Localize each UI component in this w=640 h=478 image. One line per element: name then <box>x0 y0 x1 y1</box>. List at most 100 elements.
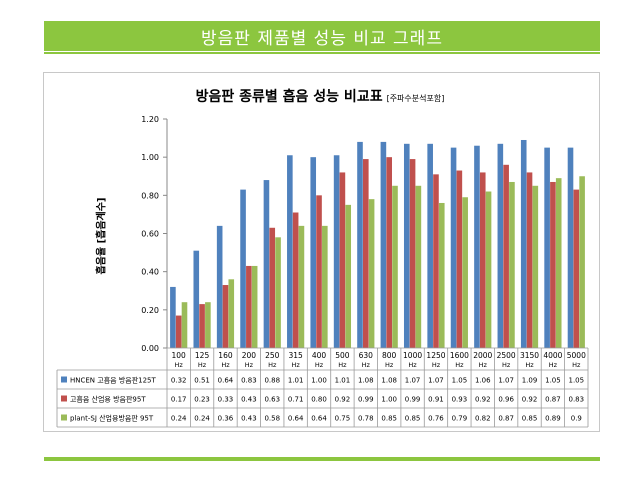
data-label: 0.43 <box>241 415 257 423</box>
legend-swatch-2 <box>61 395 67 402</box>
data-label: 0.79 <box>452 415 468 423</box>
x-tick-label: 1600 <box>450 351 469 360</box>
bar-3 <box>345 204 352 348</box>
data-label: 1.06 <box>475 377 491 385</box>
bar-1 <box>403 143 410 348</box>
data-label: 0.82 <box>475 415 491 423</box>
legend-entry-2: 고흡음 산업용 방음판95T <box>70 395 146 404</box>
data-label: 0.32 <box>171 377 187 385</box>
bar-3 <box>251 265 258 348</box>
bar-1 <box>193 250 200 348</box>
y-tick-label: 1.00 <box>141 153 159 162</box>
bar-2 <box>316 195 322 348</box>
data-label: 1.07 <box>498 377 514 385</box>
bar-1 <box>450 147 457 348</box>
data-label: 0.88 <box>264 377 280 385</box>
legend-swatch-3 <box>61 414 67 421</box>
x-tick-label: 3150 <box>520 351 539 360</box>
bar-3 <box>368 199 375 348</box>
data-label: 0.33 <box>218 396 234 404</box>
bar-3 <box>228 279 235 348</box>
data-label: 0.85 <box>405 415 421 423</box>
bar-2 <box>550 181 556 348</box>
bar-3 <box>275 237 281 348</box>
bar-3 <box>462 197 468 348</box>
bar-2 <box>363 159 369 348</box>
data-label: 0.9 <box>571 415 582 423</box>
bar-3 <box>485 191 492 348</box>
x-tick-label: 250 <box>265 351 280 360</box>
bar-2 <box>386 157 392 348</box>
legend-swatch-1 <box>61 376 67 383</box>
y-tick-label: 0.60 <box>141 230 159 239</box>
x-tick-unit: Hz <box>432 361 441 369</box>
bar-1 <box>497 143 504 348</box>
data-label: 0.80 <box>311 396 327 404</box>
x-tick-label: 800 <box>382 351 397 360</box>
data-label: 0.92 <box>522 396 538 404</box>
x-tick-unit: Hz <box>502 361 511 369</box>
x-tick-label: 400 <box>312 351 327 360</box>
x-tick-label: 2000 <box>473 351 492 360</box>
data-label: 1.08 <box>381 377 397 385</box>
x-tick-unit: Hz <box>525 361 534 369</box>
data-label: 1.07 <box>405 377 421 385</box>
bar-3 <box>415 185 422 348</box>
x-tick-label: 100 <box>172 351 187 360</box>
data-label: 0.75 <box>335 415 351 423</box>
bar-2 <box>409 159 416 348</box>
data-label: 0.91 <box>428 396 444 404</box>
x-tick-label: 2500 <box>497 351 516 360</box>
bar-1 <box>310 157 317 348</box>
x-tick-label: 1000 <box>403 351 422 360</box>
data-label: 1.08 <box>358 377 374 385</box>
data-label: 0.83 <box>569 396 585 404</box>
y-tick-label: 0.00 <box>141 344 159 353</box>
x-tick-unit: Hz <box>245 361 254 369</box>
bar-1 <box>567 147 574 348</box>
data-label: 0.51 <box>194 377 210 385</box>
y-tick-label: 0.80 <box>141 191 159 200</box>
x-tick-unit: Hz <box>455 361 464 369</box>
data-label: 0.87 <box>498 415 514 423</box>
bar-3 <box>392 185 398 348</box>
bar-1 <box>170 286 176 348</box>
bar-2 <box>246 265 252 348</box>
heading-divider <box>44 52 600 54</box>
bar-2 <box>269 227 276 348</box>
x-tick-label: 315 <box>288 351 303 360</box>
bar-3 <box>298 225 305 348</box>
y-tick-label: 1.20 <box>141 115 159 124</box>
bar-1 <box>474 145 480 348</box>
bar-3 <box>579 176 585 348</box>
bar-3 <box>532 185 539 348</box>
data-label: 0.17 <box>171 396 187 404</box>
x-tick-unit: Hz <box>175 361 184 369</box>
bar-2 <box>199 304 205 348</box>
x-tick-label: 4000 <box>543 351 562 360</box>
footer-divider <box>44 457 600 461</box>
bar-3 <box>555 178 562 348</box>
bar-1 <box>287 155 293 348</box>
chart-subtitle: [주파수분석포함] <box>386 94 445 103</box>
bar-1 <box>427 143 433 348</box>
y-tick-label: 0.40 <box>141 268 159 277</box>
bar-2 <box>456 170 463 348</box>
bar-2 <box>175 315 182 348</box>
data-label: 0.96 <box>498 396 514 404</box>
data-label: 0.23 <box>194 396 210 404</box>
bar-2 <box>292 212 299 348</box>
bar-2 <box>433 174 439 348</box>
bar-3 <box>205 302 211 348</box>
x-tick-unit: Hz <box>572 361 581 369</box>
data-label: 1.01 <box>335 377 351 385</box>
bar-3 <box>322 225 328 348</box>
data-label: 0.92 <box>475 396 491 404</box>
bar-1 <box>333 155 340 348</box>
x-tick-label: 500 <box>335 351 350 360</box>
bar-2 <box>479 172 486 348</box>
data-label: 0.83 <box>241 377 257 385</box>
data-label: 0.93 <box>452 396 468 404</box>
bar-2 <box>222 285 229 348</box>
